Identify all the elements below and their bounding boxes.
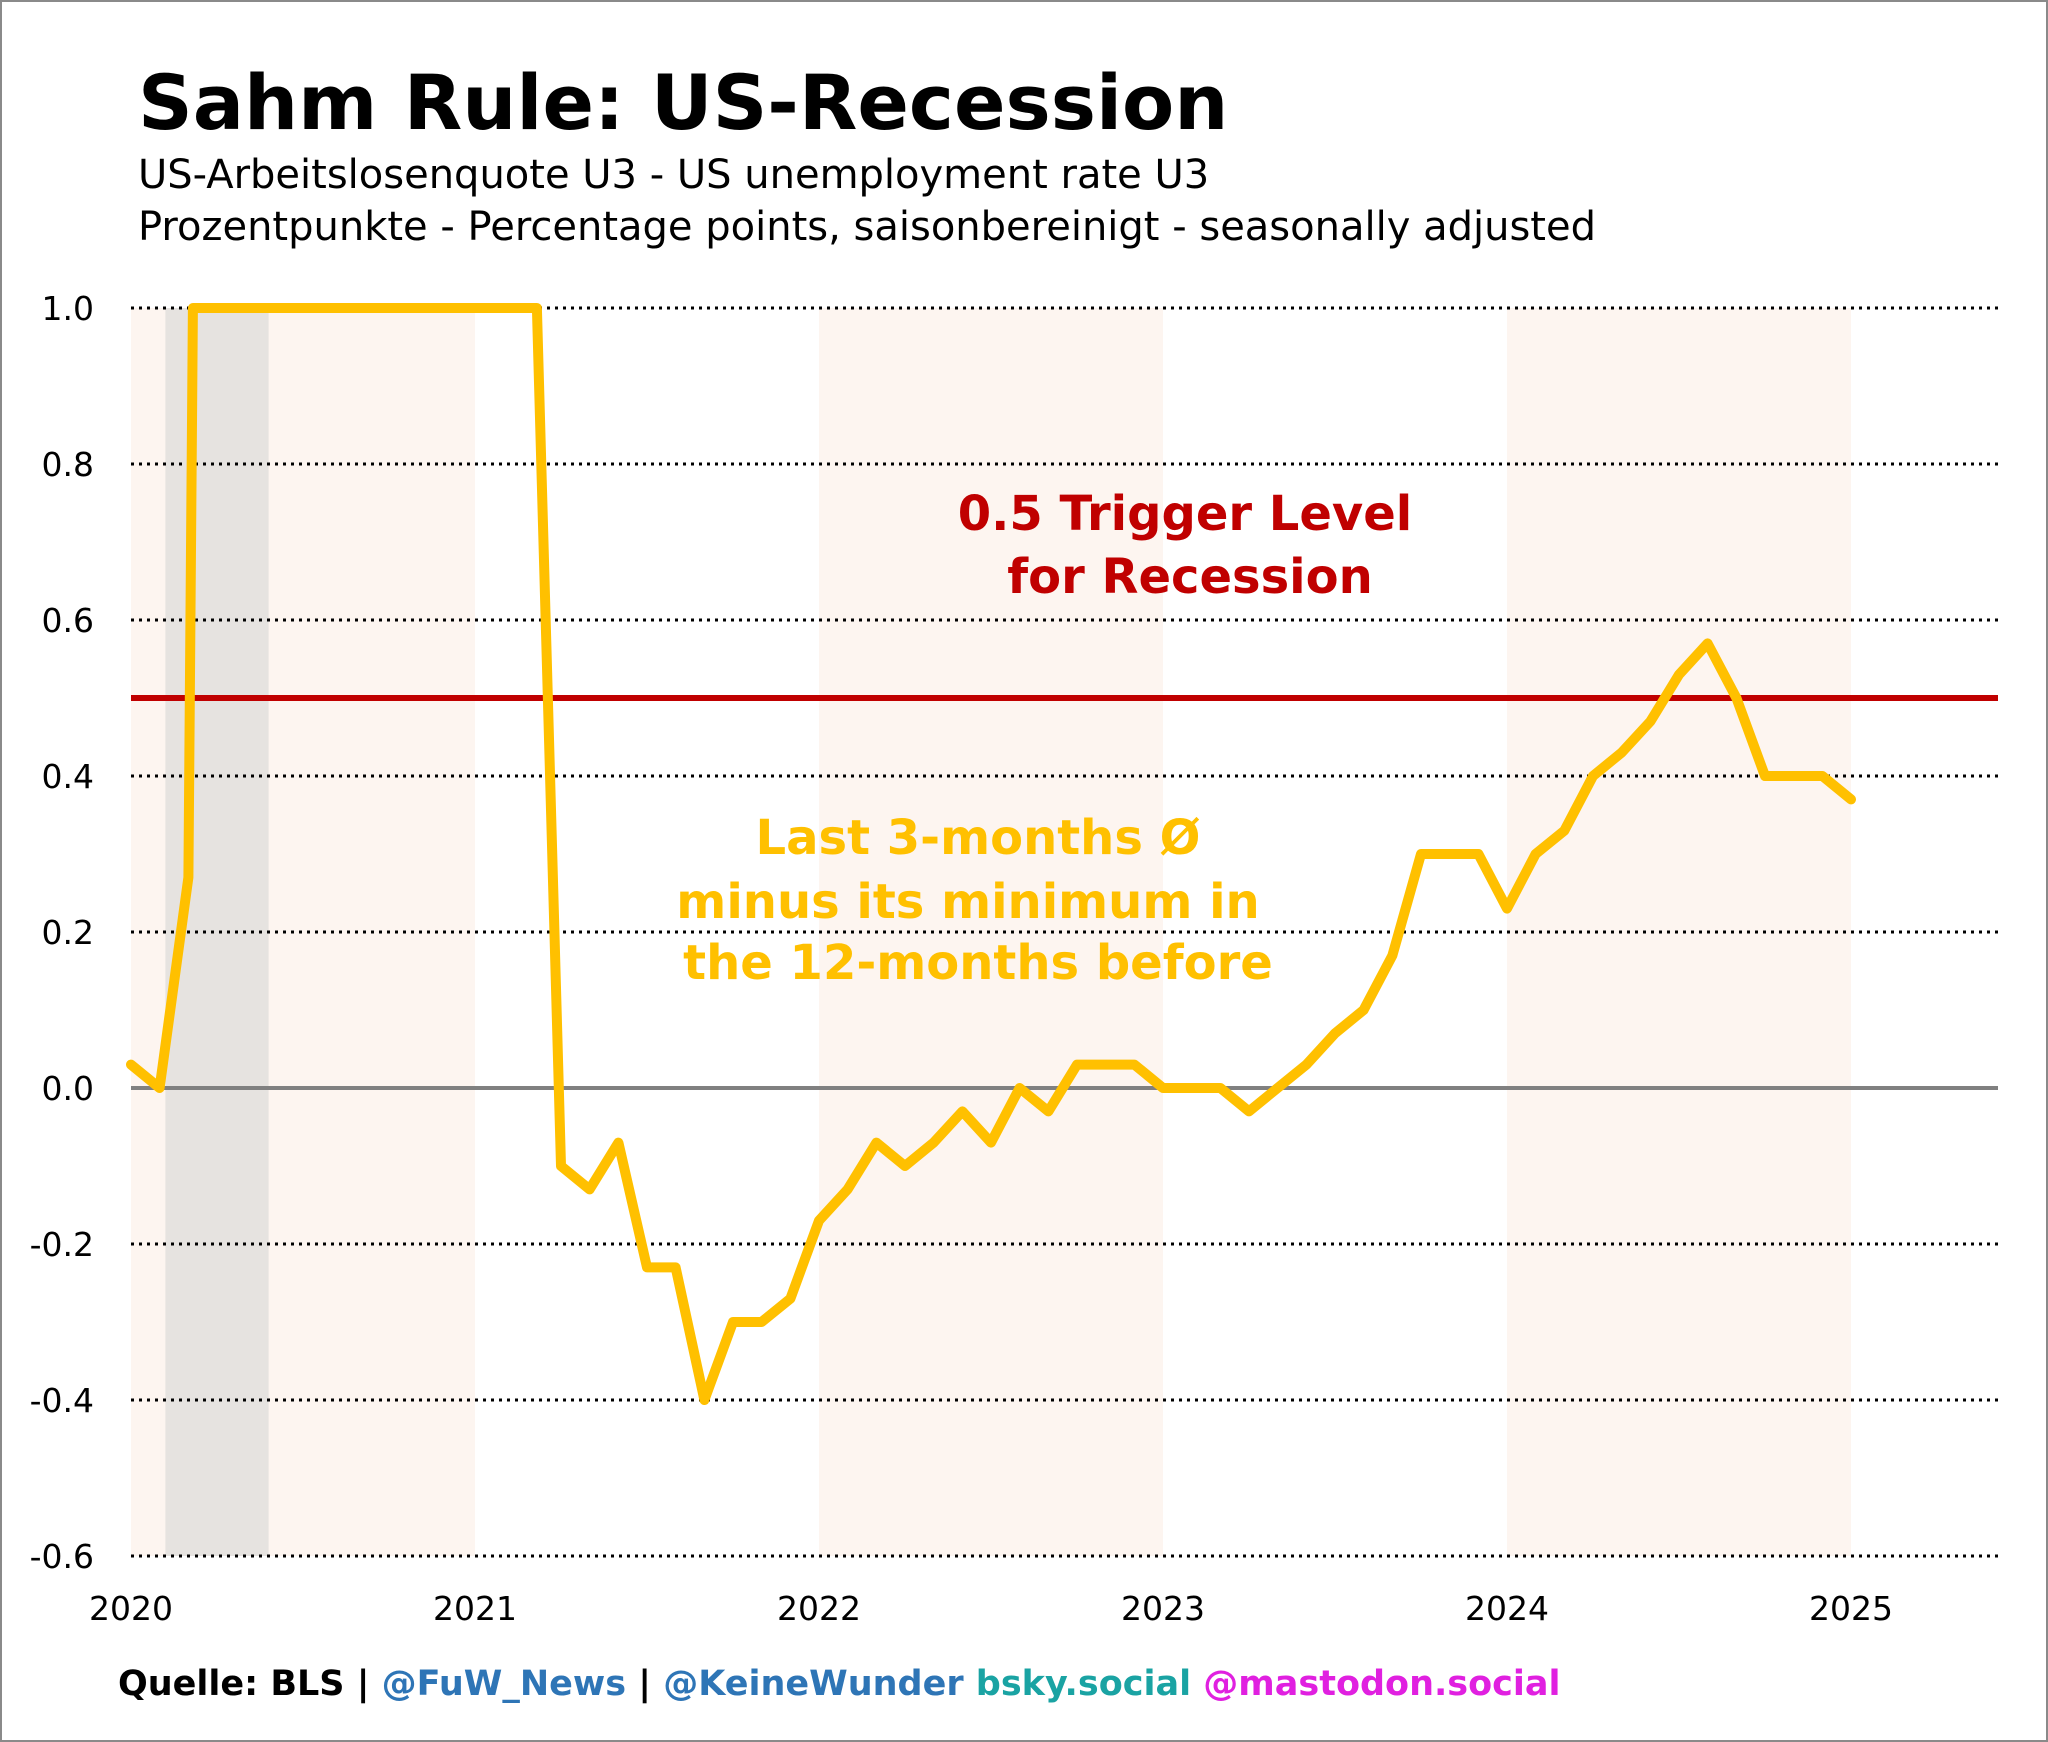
footer-source: Quelle: BLS bbox=[118, 1664, 345, 1704]
footer-credits: Quelle: BLS | @FuW_News | @KeineWunder b… bbox=[118, 1664, 1561, 1704]
series-line bbox=[126, 303, 1856, 1405]
x-tick-label: 2022 bbox=[777, 1589, 861, 1628]
series-label-line2: minus its minimum in bbox=[676, 874, 1259, 930]
y-tick-label: 0.8 bbox=[42, 445, 94, 484]
x-tick-label: 2023 bbox=[1121, 1589, 1205, 1628]
y-tick-label: 0.4 bbox=[42, 757, 94, 796]
footer-separator: | bbox=[344, 1664, 382, 1704]
footer-handle-keinewunder[interactable]: @KeineWunder bbox=[663, 1664, 964, 1704]
footer-space bbox=[964, 1664, 976, 1704]
y-tick-label: 0.2 bbox=[42, 913, 94, 952]
trigger-label-line1: 0.5 Trigger Level bbox=[958, 486, 1412, 542]
y-tick-label: -0.6 bbox=[30, 1537, 94, 1576]
footer-space bbox=[1191, 1664, 1203, 1704]
x-tick-label: 2024 bbox=[1465, 1589, 1549, 1628]
x-tick-label: 2025 bbox=[1809, 1589, 1893, 1628]
footer-handle-fuw[interactable]: @FuW_News bbox=[381, 1664, 627, 1704]
x-tick-label: 2021 bbox=[433, 1589, 517, 1628]
footer-separator: | bbox=[626, 1664, 664, 1704]
chart-title: Sahm Rule: US-Recession bbox=[138, 58, 1229, 147]
y-tick-label: 1.0 bbox=[42, 289, 94, 328]
footer-mastodon[interactable]: @mastodon.social bbox=[1203, 1664, 1561, 1704]
y-tick-label: -0.2 bbox=[30, 1225, 94, 1264]
chart-subtitle-1: US-Arbeitslosenquote U3 - US unemploymen… bbox=[138, 152, 1210, 198]
y-tick-label: -0.4 bbox=[30, 1381, 94, 1420]
y-tick-label: 0.0 bbox=[42, 1069, 94, 1108]
y-tick-label: 0.6 bbox=[42, 601, 94, 640]
series-label-line3: the 12-months before bbox=[683, 935, 1273, 991]
series-label-line1: Last 3-months Ø bbox=[756, 810, 1201, 866]
x-tick-label: 2020 bbox=[89, 1589, 173, 1628]
chart-subtitle-2: Prozentpunkte - Percentage points, saiso… bbox=[138, 204, 1596, 250]
year-shade-2024 bbox=[1507, 308, 1851, 1556]
footer-bsky[interactable]: bsky.social bbox=[975, 1664, 1192, 1704]
trigger-label-line2: for Recession bbox=[1007, 549, 1373, 605]
